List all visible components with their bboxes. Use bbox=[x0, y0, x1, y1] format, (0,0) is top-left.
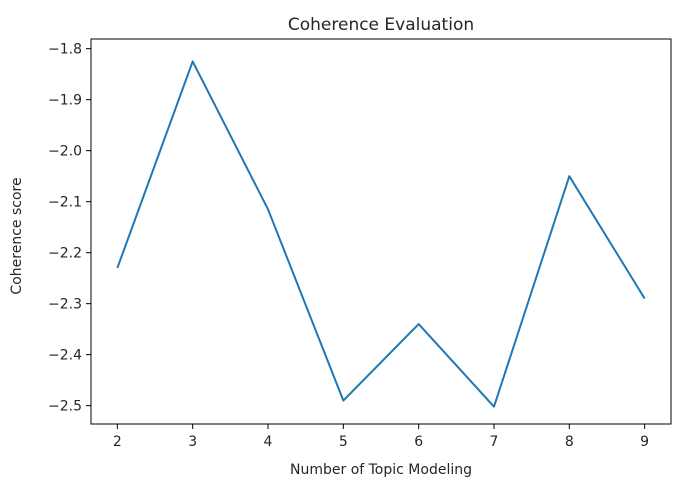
plot-frame bbox=[90, 38, 672, 425]
y-tick-label: −1.8 bbox=[48, 42, 82, 58]
y-tick-label: −2.0 bbox=[48, 144, 82, 160]
plot-area: 2 3 4 5 6 7 8 9 −1.8 −1.9 −2.0 −2.1 −2.2 −2.3 −2.4 −2.5 bbox=[48, 38, 672, 450]
y-tick-label: −2.1 bbox=[48, 195, 82, 211]
y-axis-title: Coherence score bbox=[9, 177, 25, 294]
y-tick-label: −2.2 bbox=[48, 246, 82, 262]
x-tick-label: 9 bbox=[640, 434, 649, 450]
y-tick-label: −2.5 bbox=[48, 399, 82, 415]
y-tick-label: −1.9 bbox=[48, 93, 82, 109]
x-tick-label: 3 bbox=[188, 434, 197, 450]
x-tick-label: 8 bbox=[565, 434, 574, 450]
chart-title: Coherence Evaluation bbox=[288, 15, 474, 35]
x-tick-label: 2 bbox=[113, 434, 122, 450]
series-line bbox=[116, 60, 646, 408]
y-tick-label: −2.3 bbox=[48, 297, 82, 313]
x-axis-title: Number of Topic Modeling bbox=[290, 462, 472, 478]
x-tick-label: 4 bbox=[264, 434, 273, 450]
y-tick-label: −2.4 bbox=[48, 348, 82, 364]
x-tick-label: 6 bbox=[414, 434, 423, 450]
x-tick-label: 5 bbox=[339, 434, 348, 450]
x-tick-label: 7 bbox=[490, 434, 499, 450]
